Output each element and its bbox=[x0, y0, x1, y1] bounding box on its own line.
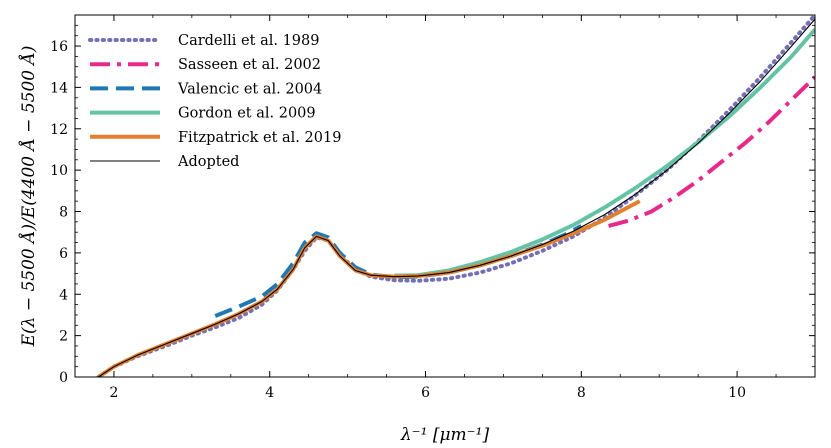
x-tick-label: 10 bbox=[728, 385, 746, 401]
legend-label-gordon-et-al-2009: Gordon et al. 2009 bbox=[178, 106, 316, 122]
y-tick-label: 16 bbox=[50, 39, 68, 55]
y-tick-label: 6 bbox=[59, 246, 68, 262]
x-tick-label: 6 bbox=[421, 385, 430, 401]
legend-label-valencic-et-al-2004: Valencic et al. 2004 bbox=[177, 81, 322, 97]
y-tick-label: 14 bbox=[50, 80, 68, 96]
legend-label-sasseen-et-al-2002: Sasseen et al. 2002 bbox=[178, 57, 321, 73]
ticks-layer: 2 4 6 8 10 0 2 4 6 8 10 12 14 16 bbox=[50, 14, 816, 401]
series-line-sasseen-et-al-2002 bbox=[608, 75, 815, 228]
legend-label-fitzpatrick-et-al-2019: Fitzpatrick et al. 2019 bbox=[178, 130, 341, 146]
series-layer bbox=[96, 15, 815, 377]
plot-frame bbox=[74, 14, 816, 378]
series-line-fitzpatrick-et-al-2019 bbox=[97, 199, 641, 377]
y-axis-label: E(λ − 5500 Å)/E(4400 Å − 5500 Å) bbox=[18, 46, 39, 348]
series-line-valencic-et-al-2004 bbox=[214, 224, 583, 318]
legend: Cardelli et al. 1989 Sasseen et al. 2002 V… bbox=[88, 33, 341, 170]
y-tick-label: 10 bbox=[50, 163, 68, 179]
series-line-gordon-et-al-2009 bbox=[394, 28, 815, 278]
legend-label-adopted: Adopted bbox=[177, 154, 239, 170]
x-axis-label: λ⁻¹ [μm⁻¹] bbox=[400, 425, 490, 445]
y-tick-label: 12 bbox=[50, 122, 68, 138]
y-tick-label: 4 bbox=[59, 287, 68, 303]
legend-label-cardelli-et-al-1989: Cardelli et al. 1989 bbox=[178, 33, 319, 49]
x-tick-label: 2 bbox=[109, 385, 118, 401]
y-tick-label: 2 bbox=[59, 329, 68, 345]
series-line-adopted bbox=[98, 18, 815, 377]
y-tick-label: 0 bbox=[59, 370, 68, 386]
x-tick-label: 4 bbox=[265, 385, 274, 401]
y-tick-label: 8 bbox=[59, 205, 68, 221]
x-tick-label: 8 bbox=[577, 385, 586, 401]
